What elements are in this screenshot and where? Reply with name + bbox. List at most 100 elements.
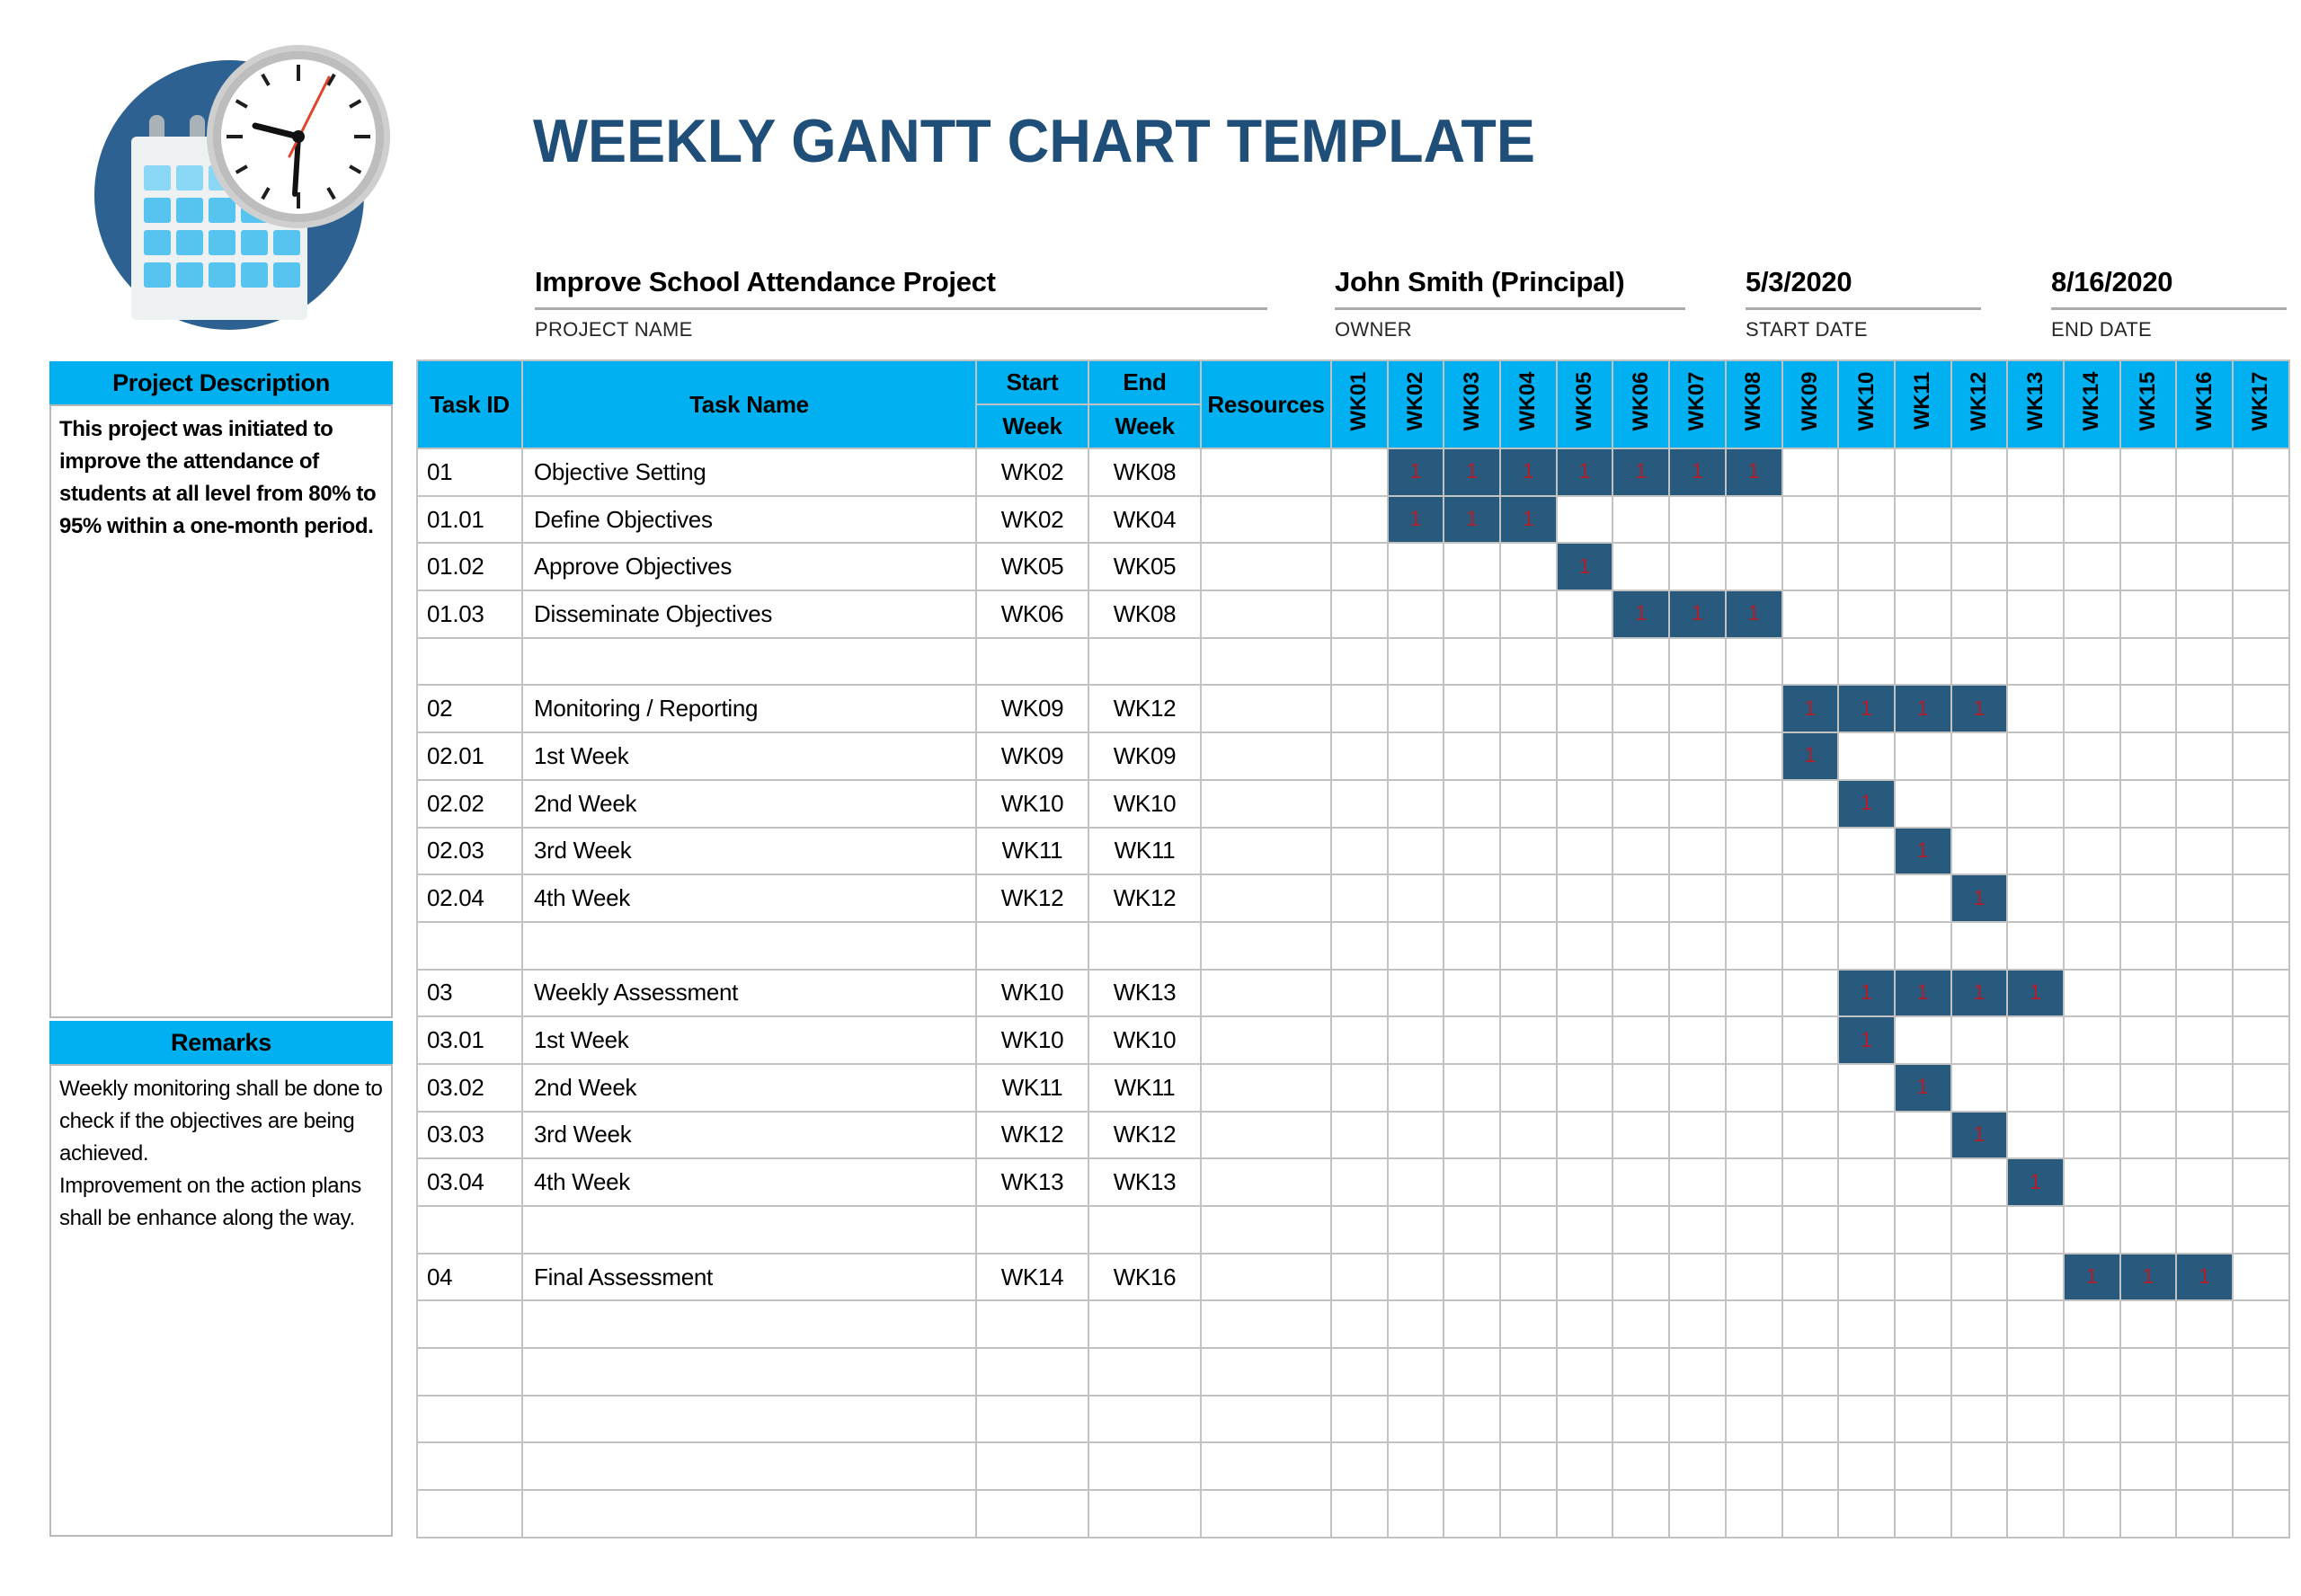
task-id-cell[interactable]: 03 [416,968,523,1018]
week-cell[interactable] [1837,1394,1896,1444]
start-week-cell[interactable]: WK14 [975,1252,1089,1302]
week-cell[interactable] [2006,448,2065,497]
week-cell[interactable] [1950,542,2009,592]
week-cell[interactable] [2006,1015,2065,1065]
week-cell[interactable] [1724,1299,1783,1350]
week-cell[interactable] [1443,684,1502,734]
gantt-bar-cell[interactable]: 1 [1443,448,1502,497]
week-cell[interactable] [2119,1062,2178,1113]
week-cell[interactable] [1781,778,1840,829]
week-cell[interactable] [2119,448,2178,497]
week-cell[interactable] [2175,542,2234,592]
week-cell[interactable] [2175,1347,2234,1396]
start-week-cell[interactable]: WK12 [975,873,1089,923]
week-cell[interactable] [2006,1347,2065,1396]
end-week-cell[interactable]: WK11 [1088,826,1202,876]
week-cell[interactable] [1893,1252,1952,1302]
week-cell[interactable] [1950,920,2009,971]
week-cell[interactable] [1893,873,1952,923]
gantt-bar-cell[interactable]: 1 [1950,968,2009,1018]
week-cell[interactable] [2232,1062,2290,1113]
week-cell[interactable] [1950,778,2009,829]
start-week-cell[interactable]: WK11 [975,826,1089,876]
end-week-cell[interactable]: WK08 [1088,448,1202,497]
start-week-cell[interactable]: WK06 [975,590,1089,639]
task-id-cell[interactable]: 01.02 [416,542,523,592]
week-cell[interactable] [1612,1252,1671,1302]
week-cell[interactable] [1443,1110,1502,1160]
week-cell[interactable] [2119,1110,2178,1160]
week-cell[interactable] [1499,1489,1558,1538]
week-cell[interactable] [2006,873,2065,923]
start-week-cell[interactable] [975,920,1089,971]
week-cell[interactable] [1893,1015,1952,1065]
week-cell[interactable] [1781,826,1840,876]
end-week-cell[interactable]: WK16 [1088,1252,1202,1302]
week-cell[interactable] [1386,873,1445,923]
week-cell[interactable] [1668,1489,1727,1538]
week-cell[interactable] [2175,494,2234,545]
week-cell[interactable] [1612,1489,1671,1538]
week-cell[interactable] [2232,590,2290,639]
week-cell[interactable] [1499,968,1558,1018]
week-cell[interactable] [2006,1252,2065,1302]
week-cell[interactable] [1724,1062,1783,1113]
week-cell[interactable] [1837,448,1896,497]
week-cell[interactable] [1555,1110,1614,1160]
week-cell[interactable] [2232,968,2290,1018]
week-cell[interactable] [2175,732,2234,781]
week-cell[interactable] [1330,1110,1389,1160]
resources-cell[interactable] [1200,1489,1332,1538]
week-cell[interactable] [1724,1394,1783,1444]
week-cell[interactable] [1781,1157,1840,1207]
week-cell[interactable] [2175,968,2234,1018]
week-cell[interactable] [2232,494,2290,545]
resources-cell[interactable] [1200,778,1332,829]
week-cell[interactable] [2062,873,2121,923]
task-name-cell[interactable]: 4th Week [521,1157,977,1207]
week-cell[interactable] [1781,1252,1840,1302]
week-cell[interactable] [2062,1015,2121,1065]
week-cell[interactable] [1950,1489,2009,1538]
gantt-bar-cell[interactable]: 1 [1724,448,1783,497]
week-cell[interactable] [2119,732,2178,781]
week-cell[interactable] [1386,1015,1445,1065]
week-cell[interactable] [1499,1441,1558,1492]
week-cell[interactable] [2006,1110,2065,1160]
week-cell[interactable] [1781,542,1840,592]
gantt-bar-cell[interactable]: 1 [1837,684,1896,734]
gantt-bar-cell[interactable]: 1 [1668,448,1727,497]
week-cell[interactable] [1612,1015,1671,1065]
week-cell[interactable] [1443,1394,1502,1444]
week-cell[interactable] [1499,732,1558,781]
week-cell[interactable] [1499,920,1558,971]
week-cell[interactable] [1330,636,1389,687]
week-cell[interactable] [1781,448,1840,497]
task-name-cell[interactable]: Objective Setting [521,448,977,497]
task-id-cell[interactable]: 01 [416,448,523,497]
week-cell[interactable] [1893,1205,1952,1255]
week-cell[interactable] [1443,1441,1502,1492]
week-cell[interactable] [1499,636,1558,687]
week-cell[interactable] [1330,732,1389,781]
week-cell[interactable] [1724,1441,1783,1492]
gantt-bar-cell[interactable]: 1 [1555,448,1614,497]
week-cell[interactable] [1555,778,1614,829]
start-week-cell[interactable]: WK11 [975,1062,1089,1113]
week-cell[interactable] [1386,1157,1445,1207]
week-cell[interactable] [1668,636,1727,687]
week-cell[interactable] [1499,1347,1558,1396]
week-cell[interactable] [1612,873,1671,923]
task-id-cell[interactable]: 02.03 [416,826,523,876]
week-cell[interactable] [2006,1489,2065,1538]
week-cell[interactable] [1781,1205,1840,1255]
resources-cell[interactable] [1200,1252,1332,1302]
week-cell[interactable] [1330,778,1389,829]
week-cell[interactable] [1555,1252,1614,1302]
week-cell[interactable] [1781,494,1840,545]
week-cell[interactable] [1950,1299,2009,1350]
week-cell[interactable] [1668,1157,1727,1207]
week-cell[interactable] [2062,1062,2121,1113]
resources-cell[interactable] [1200,1110,1332,1160]
week-cell[interactable] [2062,1394,2121,1444]
